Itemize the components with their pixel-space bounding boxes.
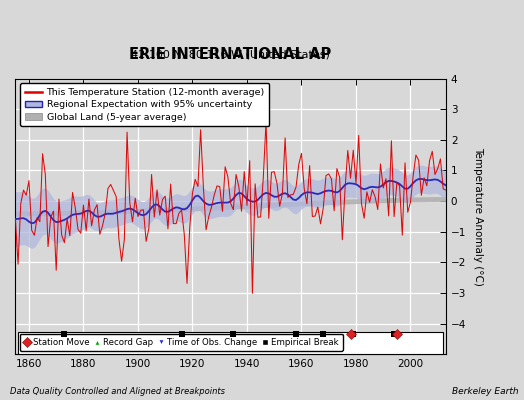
Bar	[18, 332, 443, 354]
Text: Data Quality Controlled and Aligned at Breakpoints: Data Quality Controlled and Aligned at B…	[10, 387, 225, 396]
Legend: This Temperature Station (12-month average), Regional Expectation with 95% uncer: This Temperature Station (12-month avera…	[20, 83, 269, 126]
Y-axis label: Temperature Anomaly (°C): Temperature Anomaly (°C)	[473, 147, 483, 286]
Text: Berkeley Earth: Berkeley Earth	[452, 387, 519, 396]
Title: ERIE INTERNATIONAL AP: ERIE INTERNATIONAL AP	[129, 47, 332, 62]
Text: 42.100 N, 80.116 W (United States): 42.100 N, 80.116 W (United States)	[131, 49, 330, 59]
